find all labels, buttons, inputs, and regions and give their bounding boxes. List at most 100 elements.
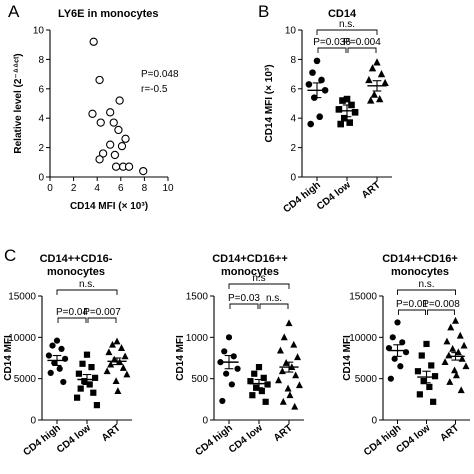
data-point (418, 352, 425, 359)
significance-label: n.s. (418, 279, 434, 290)
data-point (286, 391, 294, 399)
data-point (109, 118, 118, 127)
data-point (105, 348, 113, 356)
data-point (339, 97, 346, 104)
data-point (456, 331, 464, 339)
chart-title-line: monocytes (47, 266, 105, 278)
data-point (431, 373, 439, 380)
data-point (228, 381, 235, 388)
x-tick-label: CD4 high (21, 423, 62, 459)
y-tick-label: 0 (202, 416, 208, 427)
significance-label: P=0.004 (343, 37, 381, 48)
y-tick-label: 0 (371, 416, 377, 427)
data-point (230, 353, 237, 360)
significance-bracket (317, 47, 347, 53)
chart-title-line: monocytes (221, 266, 279, 278)
data-point (397, 363, 404, 370)
data-point (275, 376, 283, 384)
data-point (441, 358, 449, 366)
x-tick-label: ART (100, 423, 123, 444)
data-point (45, 352, 53, 359)
data-point (394, 319, 401, 326)
significance-bracket (347, 47, 377, 53)
data-point (221, 348, 228, 355)
data-point (454, 348, 462, 356)
significance-bracket (259, 303, 289, 309)
data-point (458, 354, 466, 362)
data-point (318, 76, 325, 84)
data-point (119, 364, 127, 371)
x-tick-label: ART (360, 180, 383, 201)
data-point (106, 108, 115, 117)
significance-bracket (57, 317, 87, 323)
x-tick-label: ART (438, 423, 461, 444)
significance-bracket (427, 309, 455, 315)
data-point (351, 109, 359, 116)
y-tick-label: 500 (191, 374, 208, 385)
y-tick-label: 5000 (355, 374, 378, 385)
data-point (457, 386, 465, 394)
data-point (376, 94, 384, 103)
data-point (445, 351, 453, 359)
x-tick-label: 0 (47, 183, 53, 194)
x-axis-title: CD14 MFI (× 10³) (70, 201, 148, 212)
chart-title: CD14 (328, 8, 357, 20)
significance-label: n.s. (339, 19, 355, 30)
data-point (115, 96, 124, 105)
x-tick-label: 4 (94, 183, 100, 194)
y-tick-label: 1000 (186, 333, 209, 344)
data-point (124, 162, 134, 171)
y-tick-label: 10 (285, 26, 297, 37)
data-point (446, 378, 454, 385)
y-tick-label: 8 (38, 55, 44, 66)
data-point (316, 113, 324, 121)
data-point (387, 375, 394, 382)
y-tick-label: 4 (38, 114, 44, 125)
data-point (77, 385, 84, 392)
data-point (452, 316, 459, 324)
x-tick-label: ART (272, 423, 295, 444)
y-tick-label: 10000 (349, 333, 377, 344)
data-point (260, 374, 267, 381)
x-tick-label: CD4 low (55, 423, 93, 456)
significance-bracket (316, 29, 378, 35)
data-point (93, 402, 100, 409)
significance-label: n.s (252, 273, 265, 284)
y-tick-label: 8 (290, 55, 296, 66)
data-point (335, 106, 343, 113)
data-point (79, 360, 86, 367)
data-point (370, 90, 378, 98)
data-point (49, 342, 56, 349)
data-point (341, 114, 348, 122)
data-point (373, 58, 381, 66)
data-point (447, 323, 455, 331)
y-tick-label: 15000 (8, 292, 36, 303)
y-tick-label: 10000 (8, 333, 36, 344)
data-point (343, 95, 351, 103)
panel-label-c: C (4, 246, 16, 265)
data-point (284, 384, 292, 392)
chart-title: LY6E in monocytes (58, 8, 158, 20)
data-point (416, 391, 423, 398)
data-point (117, 141, 127, 151)
data-point (290, 340, 298, 348)
data-point (88, 109, 97, 118)
data-point (103, 367, 111, 375)
data-point (428, 362, 435, 369)
data-point (123, 370, 131, 378)
data-point (381, 78, 389, 87)
chart-title-line: monocytes (391, 266, 449, 278)
significance-label: n.s. (79, 279, 95, 290)
data-point (423, 340, 430, 348)
data-point (426, 383, 433, 391)
data-point (460, 341, 468, 349)
data-point (262, 398, 269, 405)
annotation-r-value: r=-0.5 (141, 84, 168, 95)
data-point (305, 81, 313, 88)
significance-bracket (398, 309, 426, 315)
y-tick-label: 2 (290, 143, 296, 154)
